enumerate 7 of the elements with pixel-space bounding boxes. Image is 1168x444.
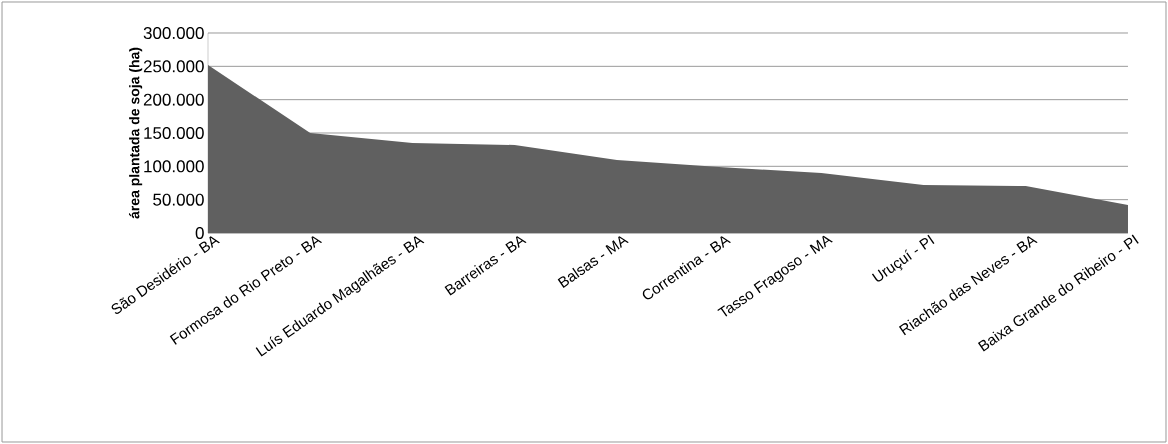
y-tick-label: 250.000 <box>143 60 204 73</box>
y-axis-title: área plantada de soja (ha) <box>128 47 143 219</box>
y-tick-label: 50.000 <box>153 193 204 206</box>
y-tick-label: 200.000 <box>143 93 204 106</box>
y-tick-label: 150.000 <box>144 126 204 140</box>
y-tick-label: 100.000 <box>144 160 204 173</box>
y-tick-label: 300.000 <box>143 26 204 40</box>
